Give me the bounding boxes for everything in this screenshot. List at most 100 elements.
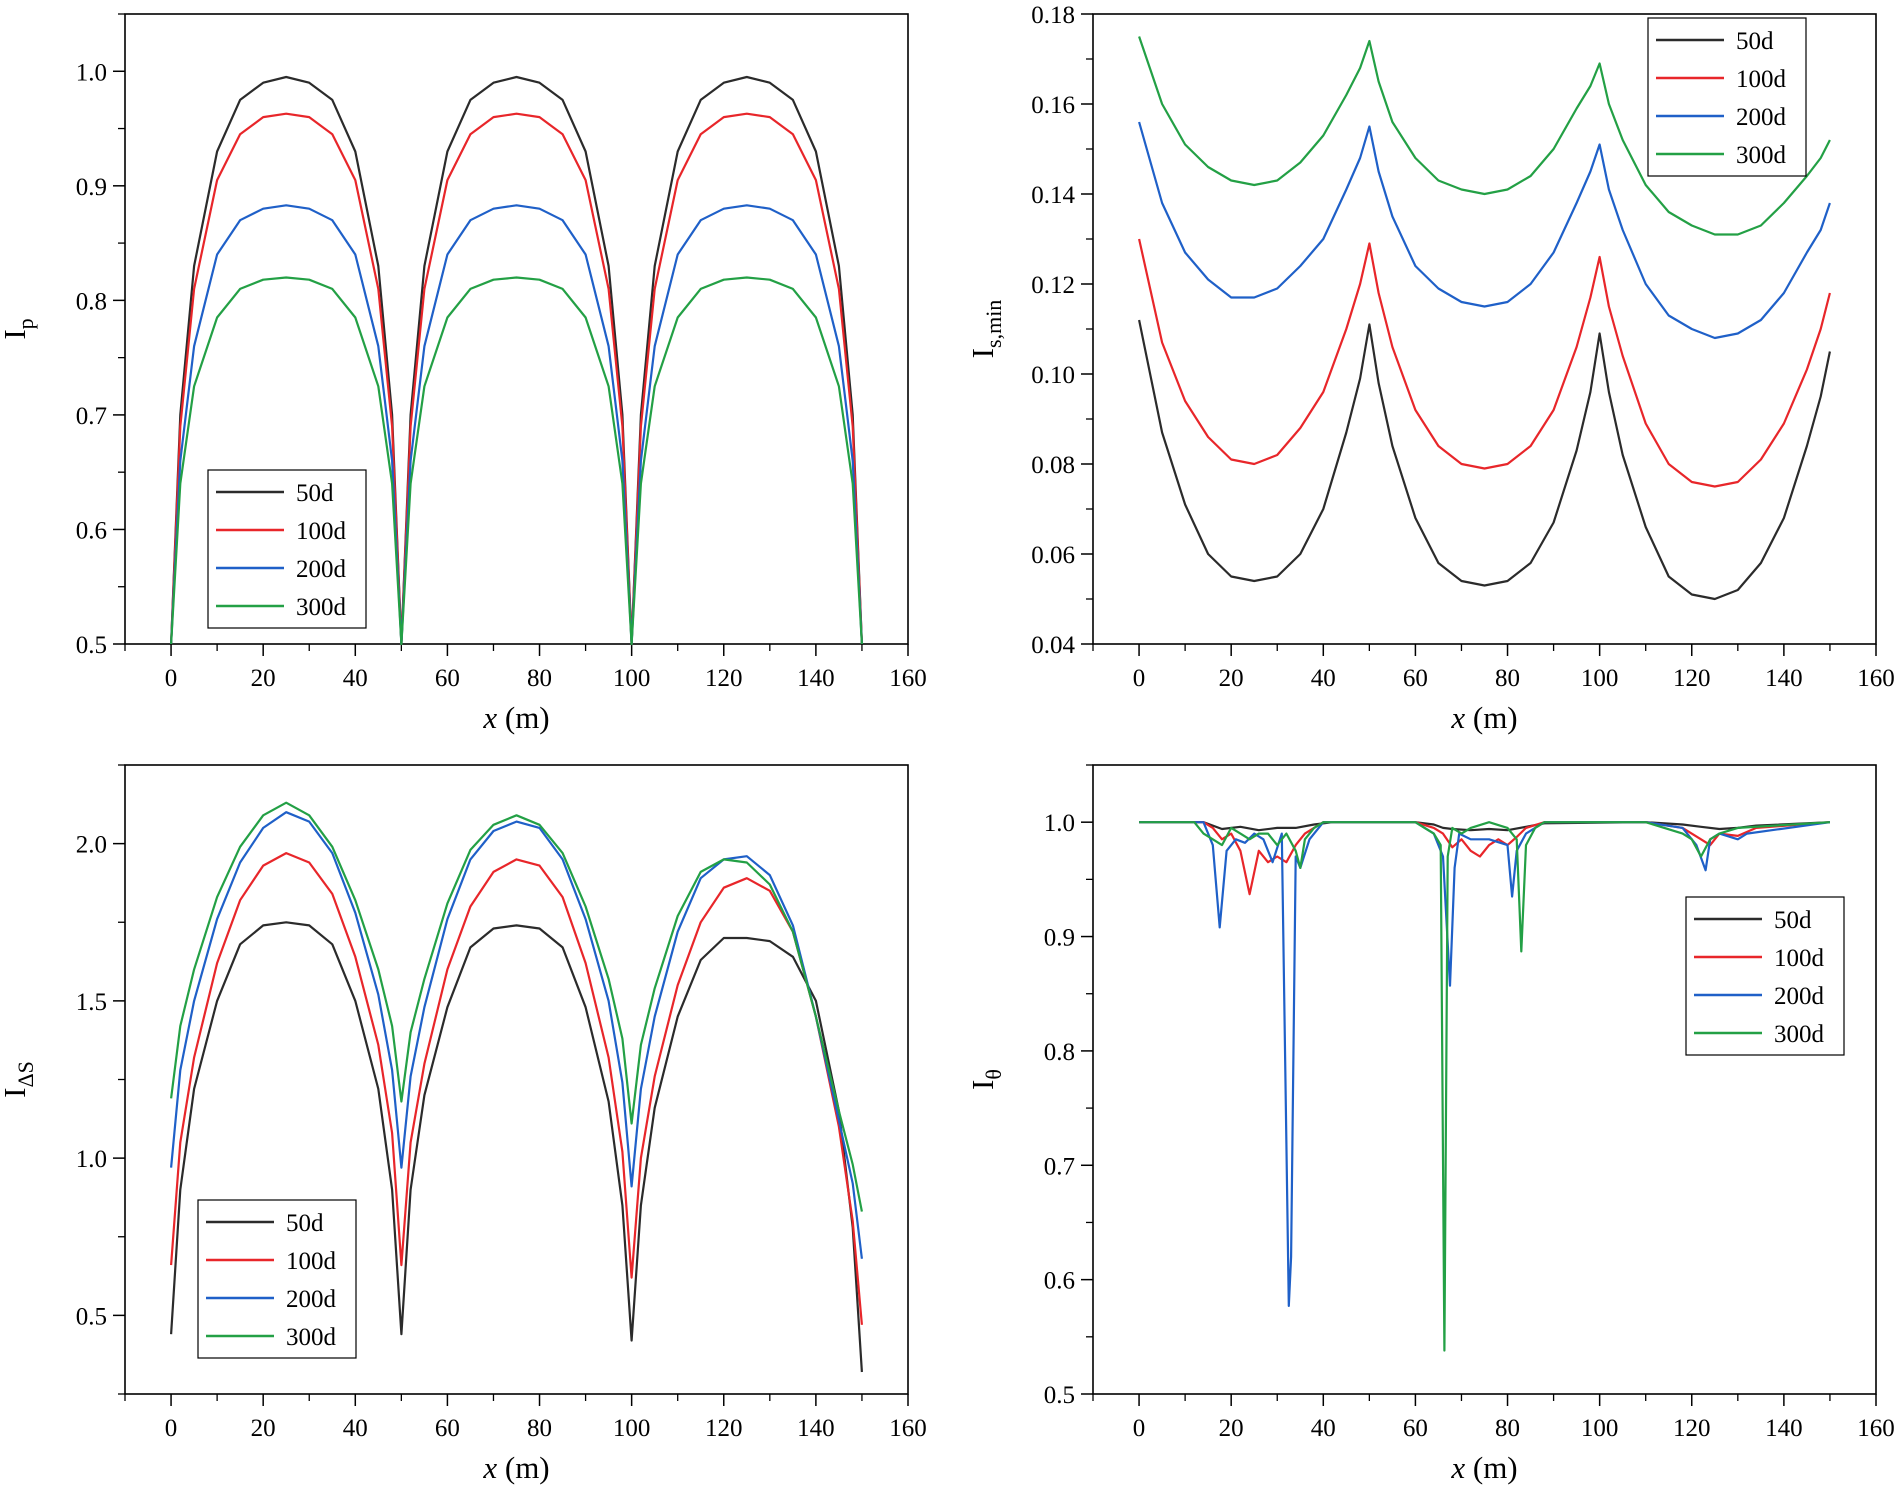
legend: 50d 100d 200d 300d (1685, 896, 1845, 1056)
x-tick-label: 100 (613, 665, 651, 692)
x-tick-label: 100 (613, 1415, 651, 1442)
x-tick-label: 160 (1857, 1415, 1895, 1442)
x-tick-label: 40 (1311, 1415, 1336, 1442)
y-tick-label: 0.5 (76, 1303, 107, 1330)
series-line-200d (170, 811, 863, 1259)
series-line-50d (170, 75, 863, 646)
x-tick-label: 120 (1673, 665, 1711, 692)
series-line-300d (1139, 821, 1830, 1352)
legend-label-50d: 50d (1736, 28, 1774, 55)
x-tick-label: 60 (1403, 665, 1428, 692)
plot-frame (1092, 764, 1877, 1395)
series-line-300d (170, 276, 863, 646)
x-tick-label: 40 (343, 1415, 368, 1442)
panel-ids: 0 20 40 60 80 100 120 140 160 0.5 1.0 1.5 2.0 x (m) IΔ… (0, 764, 927, 1485)
panel-itheta: 0 20 40 60 80 100 120 140 160 0.5 0.6 0.7 0.8 0.9 1.0 x… (965, 764, 1895, 1485)
series-line-100d (1138, 238, 1831, 488)
legend-label-50d: 50d (1774, 907, 1812, 934)
legend-label-50d: 50d (286, 1210, 324, 1237)
x-tick-label: 20 (251, 1415, 276, 1442)
x-tick-label: 60 (435, 665, 460, 692)
legend-label-200d: 200d (296, 556, 347, 583)
legend-box (1685, 896, 1845, 1056)
y-tick-label: 0.6 (1044, 1268, 1075, 1295)
x-axis-title: x (m) (1450, 1450, 1517, 1485)
x-tick-label: 80 (527, 1415, 552, 1442)
y-tick-label: 0.6 (76, 517, 107, 544)
x-tick-label: 120 (1673, 1415, 1711, 1442)
y-tick-label: 0.06 (1031, 542, 1075, 569)
legend: 50d 100d 200d 300d (1647, 17, 1807, 177)
x-tick-label: 20 (251, 665, 276, 692)
series-group (170, 75, 863, 646)
y-tick-label: 0.8 (1044, 1039, 1075, 1066)
y-tick-label: 0.04 (1031, 632, 1075, 659)
series-line-50d (1138, 319, 1831, 601)
legend-label-200d: 200d (1774, 983, 1825, 1010)
series-group (1139, 821, 1831, 1352)
x-tick-label: 140 (1765, 1415, 1803, 1442)
x-tick-label: 160 (889, 665, 927, 692)
legend-label-100d: 100d (1774, 945, 1825, 972)
x-tick-label: 20 (1219, 1415, 1244, 1442)
y-axis-title: Is,min (965, 300, 1006, 359)
y-tick-label: 1.5 (76, 989, 107, 1016)
y-tick-label: 0.7 (76, 403, 107, 430)
y-tick-label: 1.0 (76, 59, 107, 86)
legend-label-50d: 50d (296, 480, 334, 507)
series-line-100d (170, 112, 863, 646)
x-tick-label: 140 (1765, 665, 1803, 692)
y-tick-label: 1.0 (76, 1146, 107, 1173)
x-axis-title: x (m) (482, 1450, 549, 1485)
legend: 50d 100d 200d 300d (197, 1199, 357, 1359)
y-axis-title: IΔS (0, 1061, 38, 1098)
y-tick-label: 0.8 (76, 288, 107, 315)
x-axis-title: x (m) (482, 700, 549, 735)
y-tick-label: 0.5 (1044, 1382, 1075, 1409)
x-tick-label: 0 (1133, 1415, 1146, 1442)
x-tick-label: 40 (1311, 665, 1336, 692)
x-tick-label: 0 (165, 665, 178, 692)
x-tick-label: 100 (1581, 665, 1619, 692)
legend-label-200d: 200d (1736, 104, 1787, 131)
y-axis-title: Iθ (965, 1069, 1006, 1090)
series-line-100d (1139, 821, 1830, 896)
legend-label-100d: 100d (286, 1248, 337, 1275)
y-tick-label: 0.9 (76, 174, 107, 201)
series-group (1138, 36, 1831, 601)
legend-label-300d: 300d (1736, 142, 1787, 169)
y-tick-label: 0.14 (1031, 182, 1075, 209)
series-line-50d (170, 921, 863, 1373)
series-line-300d (1138, 36, 1831, 236)
y-tick-label: 0.16 (1031, 92, 1075, 119)
legend-label-300d: 300d (296, 594, 347, 621)
plot-frame (124, 13, 909, 645)
y-tick-label: 0.10 (1031, 362, 1075, 389)
series-line-200d (1138, 121, 1831, 340)
x-tick-label: 60 (435, 1415, 460, 1442)
legend-label-100d: 100d (296, 518, 347, 545)
y-tick-label: 0.9 (1044, 925, 1075, 952)
x-tick-label: 140 (797, 665, 835, 692)
x-tick-label: 80 (1495, 1415, 1520, 1442)
x-tick-label: 0 (165, 1415, 178, 1442)
x-tick-label: 160 (1857, 665, 1895, 692)
x-tick-label: 20 (1219, 665, 1244, 692)
y-axis-title: Ip (0, 318, 38, 339)
series-line-100d (170, 852, 863, 1325)
x-tick-label: 60 (1403, 1415, 1428, 1442)
y-tick-label: 0.12 (1031, 272, 1075, 299)
x-tick-label: 0 (1133, 665, 1146, 692)
legend: 50d 100d 200d 300d (207, 469, 367, 629)
legend-box (197, 1199, 357, 1359)
legend-label-200d: 200d (286, 1286, 337, 1313)
series-line-200d (170, 204, 863, 646)
legend-label-300d: 300d (286, 1324, 337, 1351)
x-axis-title: x (m) (1450, 700, 1517, 735)
panel-ismin: 0 20 40 60 80 100 120 140 160 0.04 0.06 0.08 0.10 0.1… (965, 2, 1895, 735)
panel-ip: 0 20 40 60 80 100 120 140 160 0.5 0.6 0.7 0.8 0.9 1.0 x… (0, 13, 927, 735)
x-tick-label: 140 (797, 1415, 835, 1442)
series-line-300d (170, 801, 863, 1212)
x-tick-label: 120 (705, 1415, 743, 1442)
x-tick-label: 120 (705, 665, 743, 692)
